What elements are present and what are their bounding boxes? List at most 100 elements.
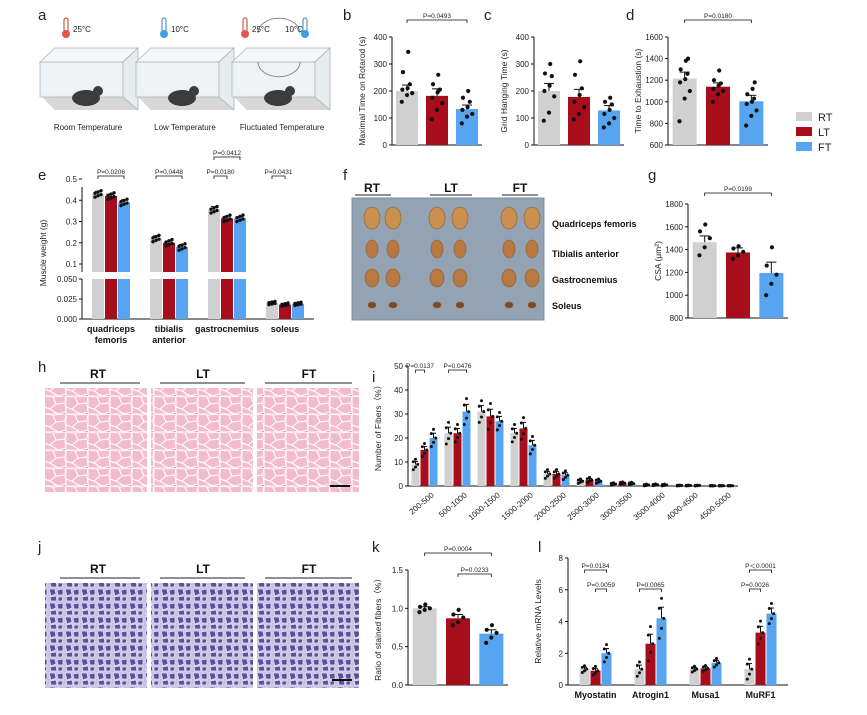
- data-point: [695, 667, 699, 671]
- data-point: [429, 117, 434, 122]
- data-point: [414, 465, 417, 469]
- data-point: [513, 436, 516, 440]
- data-point: [180, 247, 184, 251]
- bar-ft: [479, 633, 504, 685]
- data-point: [761, 631, 765, 635]
- muscle-sample: [386, 239, 400, 259]
- data-point: [470, 111, 475, 117]
- data-point: [432, 427, 435, 431]
- data-point: [715, 92, 721, 97]
- data-point: [566, 473, 570, 477]
- data-point: [411, 460, 415, 464]
- bar-ft: [118, 202, 130, 272]
- x-category-label: quadriceps: [87, 324, 135, 334]
- photo-group-label: FT: [513, 181, 528, 195]
- data-point: [238, 214, 242, 219]
- data-point: [180, 243, 184, 247]
- data-point: [495, 428, 499, 432]
- legend-swatch-ft: [796, 142, 812, 151]
- data-point: [177, 248, 181, 252]
- data-point: [561, 471, 565, 475]
- data-point: [420, 445, 424, 449]
- image-group-label: LT: [196, 562, 210, 576]
- photo-group-label: RT: [364, 181, 381, 195]
- bar-lt: [700, 668, 711, 685]
- muscle-sample: [501, 268, 517, 288]
- muscle-sample: [455, 301, 465, 309]
- bar-lt: [755, 632, 766, 685]
- data-point: [422, 607, 427, 612]
- data-point: [764, 293, 769, 298]
- bar-lt: [105, 196, 117, 272]
- data-point: [546, 474, 549, 478]
- data-point: [299, 300, 303, 304]
- data-point: [267, 300, 271, 305]
- y-tick-label: 10: [394, 458, 403, 467]
- data-point: [456, 423, 459, 427]
- data-point: [513, 423, 516, 427]
- data-point: [767, 607, 771, 611]
- y-tick-label: 800: [670, 314, 684, 323]
- data-point: [167, 242, 171, 247]
- data-point: [222, 215, 226, 220]
- data-point: [564, 475, 567, 479]
- condition-label: Fluctuated Temperature: [240, 123, 325, 132]
- significance-bracket: [406, 19, 468, 23]
- condition-label: Low Temperature: [154, 123, 216, 132]
- bar-rt-lower: [92, 279, 104, 319]
- bar-ft: [462, 411, 471, 486]
- data-point: [515, 431, 519, 435]
- data-point: [417, 610, 422, 615]
- data-point: [109, 196, 113, 200]
- legend-swatch-rt: [796, 112, 812, 121]
- data-point: [581, 479, 585, 483]
- data-point: [480, 399, 483, 403]
- y-tick-label: 6: [559, 586, 564, 595]
- y-tick-label: 1200: [665, 268, 683, 277]
- bar-lt: [279, 304, 291, 319]
- data-point: [605, 643, 608, 647]
- data-point: [489, 421, 492, 425]
- data-point: [677, 119, 682, 124]
- p-value-label: P=0.0206: [97, 169, 125, 176]
- data-point: [602, 660, 606, 664]
- muscle-sample: [524, 268, 540, 288]
- data-point: [756, 625, 760, 629]
- data-point: [429, 432, 433, 436]
- data-point: [578, 59, 583, 64]
- data-point: [510, 427, 514, 431]
- data-point: [429, 445, 433, 449]
- data-point: [612, 115, 617, 121]
- data-point: [466, 88, 471, 94]
- p-value-label: P=0.0004: [444, 546, 472, 553]
- data-point: [528, 452, 532, 456]
- significance-bracket: [639, 588, 662, 592]
- data-point: [582, 105, 587, 110]
- bar-ft: [292, 303, 304, 319]
- data-point: [541, 118, 546, 123]
- x-category-label: 500-1000: [437, 490, 469, 519]
- data-point: [654, 482, 657, 486]
- significance-bracket: [97, 175, 125, 179]
- panel-f-photo: RT LT FT Quadriceps femoris Tibialis ant…: [351, 181, 637, 321]
- data-point: [649, 650, 652, 654]
- bar-ft: [711, 662, 722, 685]
- data-point: [576, 111, 582, 117]
- y-tick-label: 300: [516, 60, 530, 69]
- data-point: [557, 472, 561, 476]
- temp-label: 25°C: [252, 25, 270, 34]
- p-value-label: P=0.0448: [155, 169, 183, 176]
- data-point: [498, 411, 501, 415]
- bar-ft: [601, 653, 612, 685]
- y-axis-label: Muscle weight (g): [38, 220, 48, 287]
- data-point: [662, 616, 666, 620]
- data-point: [548, 61, 553, 67]
- data-point: [711, 483, 714, 487]
- data-point: [453, 427, 457, 431]
- data-point: [459, 121, 464, 126]
- data-point: [590, 478, 594, 482]
- data-point: [456, 607, 461, 612]
- y-tick-label: 0.0: [392, 681, 404, 690]
- x-category-label: soleus: [271, 324, 300, 334]
- data-point: [759, 619, 762, 623]
